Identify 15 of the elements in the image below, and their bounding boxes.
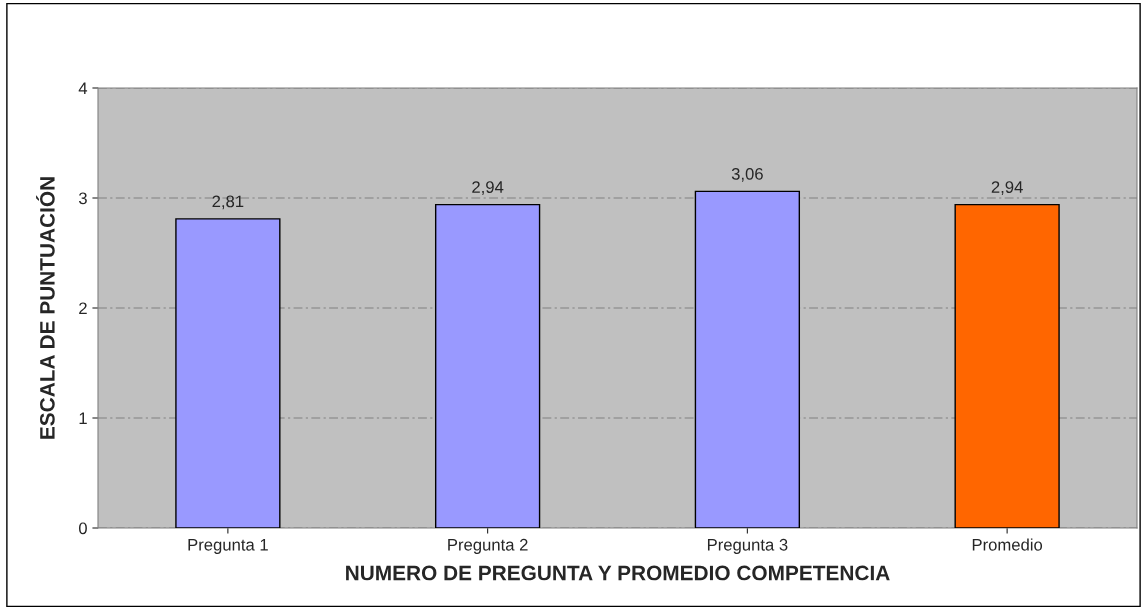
y-tick-label: 2 [79, 302, 87, 315]
x-tick-label: Pregunta 2 [448, 538, 528, 554]
y-tick-label: 3 [78, 192, 87, 205]
y-tick-label: 1 [79, 412, 87, 425]
x-axis-title: NUMERO DE PREGUNTA Y PROMEDIO COMPETENCIA [346, 565, 890, 581]
data-label: 2,81 [212, 195, 244, 210]
y-tick-label: 4 [78, 82, 88, 95]
data-label: 2,94 [472, 181, 504, 195]
x-tick-label: Pregunta 3 [707, 538, 788, 554]
x-tick-label: Pregunta 1 [188, 539, 268, 554]
data-label: 2,94 [991, 181, 1023, 195]
data-label: 3,06 [731, 167, 763, 182]
y-tick-label: 0 [78, 522, 87, 535]
x-tick-label: Promedio [972, 538, 1043, 551]
y-axis-title: ESCALA DE PUNTUACIÓN [36, 177, 55, 439]
